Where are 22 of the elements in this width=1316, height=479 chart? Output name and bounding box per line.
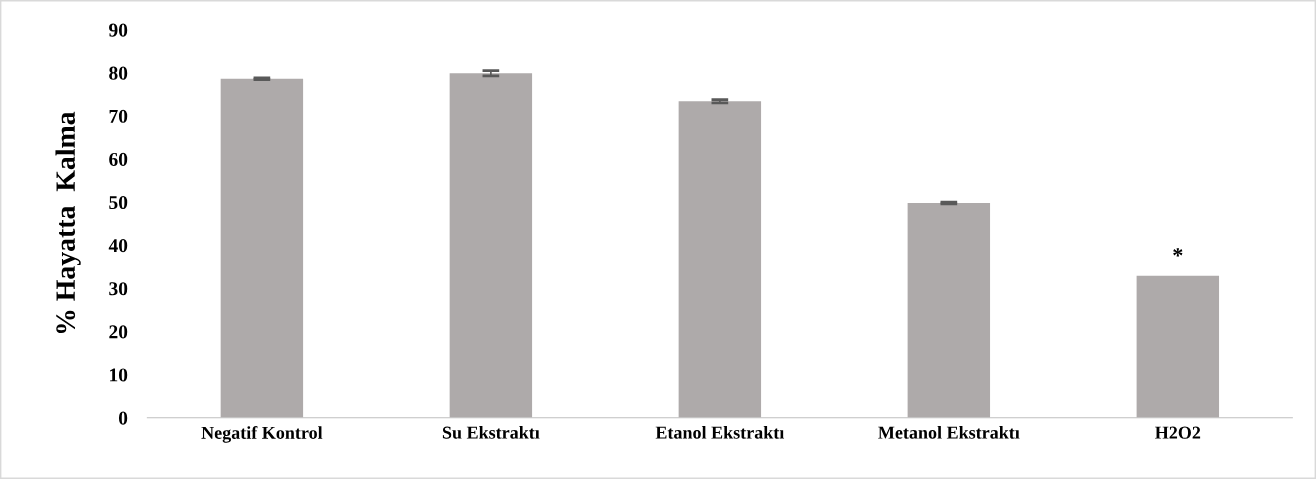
annotation: * — [1173, 248, 1183, 257]
y-tick-label: 90 — [109, 23, 128, 37]
y-tick-label: 40 — [108, 239, 128, 253]
x-tick-label: Metanol Ekstraktı — [878, 426, 1020, 439]
y-tick-label: 50 — [109, 195, 128, 210]
bar — [1136, 275, 1220, 418]
x-tick-label: Negatif Kontrol — [201, 426, 323, 443]
bar — [220, 78, 304, 418]
bar — [449, 73, 533, 418]
y-axis-title: % Hayatta Kalma — [55, 111, 81, 334]
x-tick-label: Su Ekstraktı — [442, 426, 540, 439]
x-tick-label: H2O2 — [1155, 426, 1201, 439]
bar — [907, 203, 991, 418]
y-tick-label: 30 — [109, 282, 128, 296]
bar — [678, 101, 762, 418]
y-tick-label: 80 — [109, 66, 128, 80]
x-tick-label: Etanol Ekstraktı — [655, 426, 785, 439]
y-tick-label: 0 — [118, 411, 128, 425]
y-tick-label: 70 — [109, 109, 128, 123]
y-tick-label: 10 — [110, 368, 128, 382]
y-tick-label: 60 — [109, 152, 128, 166]
y-tick-label: 20 — [109, 325, 128, 339]
